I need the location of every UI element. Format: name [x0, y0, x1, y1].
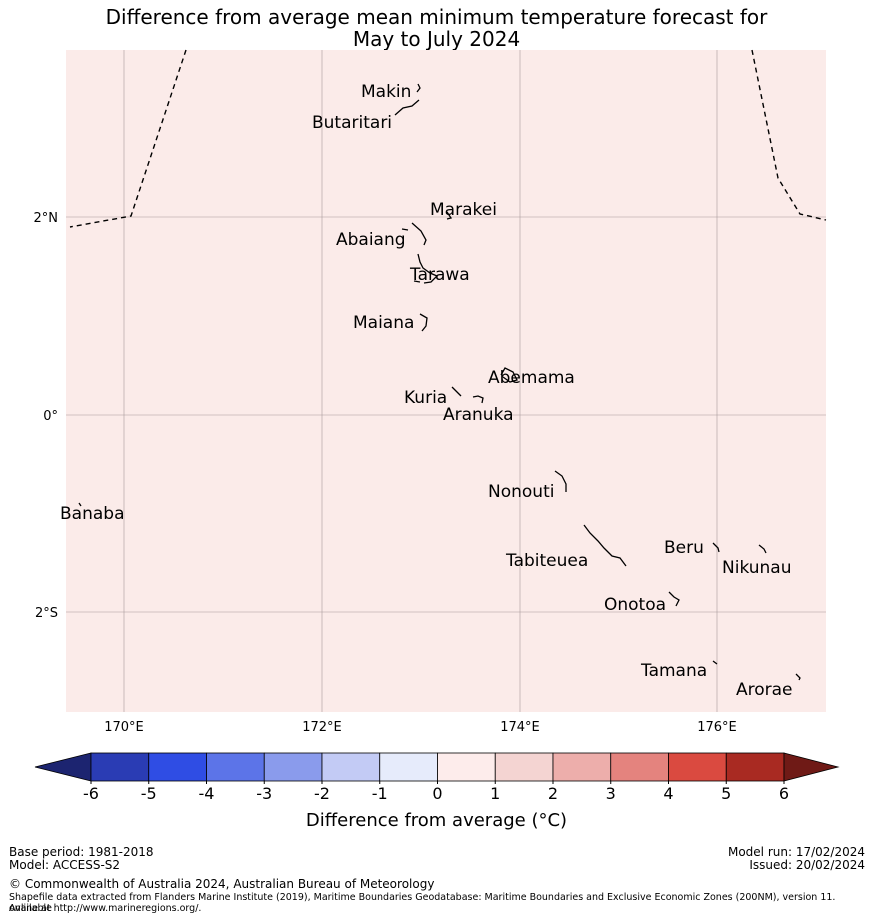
colorbar-tick-label: -4	[199, 784, 215, 803]
lon-tick-174e: 174°E	[500, 720, 540, 735]
label-tabiteuea: Tabiteuea	[505, 551, 588, 571]
lat-tick-0: 0°	[43, 409, 58, 424]
label-tamana: Tamana	[640, 661, 707, 681]
coast-tarawa	[417, 253, 439, 284]
label-abemama: Abemama	[488, 368, 575, 388]
coast-abaiang-west	[401, 228, 409, 231]
colorbar-ticks: -6 -5 -4 -3 -2 -1 0 1 2 3 4 5 6	[83, 781, 789, 803]
coast-marakei	[446, 211, 453, 220]
colorbar-tick-label: 2	[548, 784, 558, 803]
colorbar-segment	[90, 752, 150, 782]
colorbar-segment	[206, 752, 265, 782]
map-title-line2: May to July 2024	[352, 27, 521, 51]
colorbar-tick-label: -6	[83, 784, 99, 803]
coast-beru	[712, 542, 720, 553]
label-abaiang: Abaiang	[336, 230, 406, 250]
lat-tick-2s: 2°S	[35, 606, 58, 621]
label-butaritari: Butaritari	[312, 113, 392, 133]
colorbar	[34, 752, 840, 782]
eez-boundaries	[69, 49, 827, 228]
colorbar-tick-label: 4	[663, 784, 673, 803]
label-maiana: Maiana	[353, 313, 414, 333]
label-aranuka: Aranuka	[443, 405, 514, 425]
coast-maiana	[419, 313, 428, 332]
coast-abemama	[500, 367, 518, 383]
colorbar-segment	[668, 752, 727, 782]
base-period: Base period: 1981-2018	[9, 845, 154, 859]
coast-arorae	[795, 673, 801, 681]
label-beru: Beru	[664, 538, 704, 558]
colorbar-segment	[437, 752, 496, 782]
label-tarawa: Tarawa	[409, 265, 470, 285]
colorbar-tick-label: 0	[432, 784, 442, 803]
label-nonouti: Nonouti	[488, 482, 554, 502]
colorbar-extend-low	[34, 752, 92, 782]
colorbar-tick-label: 6	[779, 784, 789, 803]
lon-tick-172e: 172°E	[302, 720, 342, 735]
map-title-line1: Difference from average mean minimum tem…	[105, 5, 768, 29]
coast-tabiteuea	[583, 524, 627, 567]
colorbar-segment	[725, 752, 785, 782]
label-banaba: Banaba	[60, 504, 124, 524]
colorbar-segment	[148, 752, 207, 782]
lon-tick-176e: 176°E	[697, 720, 737, 735]
label-makin: Makin	[361, 82, 411, 102]
shapefile-credit-line2: online at http://www.marineregions.org/.	[9, 903, 202, 914]
island-labels: Makin Butaritari Marakei Abaiang Tarawa …	[60, 82, 793, 700]
label-nikunau: Nikunau	[722, 558, 792, 578]
colorbar-segment	[379, 752, 438, 782]
island-coastlines	[78, 83, 801, 681]
coast-nonouti	[554, 470, 567, 492]
coast-makin	[416, 83, 421, 93]
lon-tick-170e: 170°E	[104, 720, 144, 735]
coast-kuria	[451, 386, 462, 397]
colorbar-tick-label: -5	[141, 784, 157, 803]
colorbar-tick-label: -3	[256, 784, 272, 803]
model-run: Model run: 17/02/2024	[727, 845, 865, 859]
axis-ticks: 170°E 172°E 174°E 176°E 2°N 0° 2°S	[34, 211, 737, 735]
label-arorae: Arorae	[736, 680, 793, 700]
coast-tamana	[712, 660, 718, 665]
colorbar-segment	[263, 752, 323, 782]
colorbar-label: Difference from average (°C)	[305, 810, 568, 831]
copyright: © Commonwealth of Australia 2024, Austra…	[9, 877, 435, 891]
gridlines	[66, 50, 826, 712]
coast-nikunau	[758, 544, 767, 554]
coast-aranuka	[472, 395, 484, 404]
coast-banaba	[78, 502, 82, 507]
colorbar-tick-label: -2	[314, 784, 330, 803]
label-marakei: Marakei	[430, 200, 497, 220]
colorbar-extend-high	[783, 752, 840, 782]
eez-boundary-east	[751, 49, 827, 221]
colorbar-segment	[610, 752, 669, 782]
coast-onotoa	[668, 591, 680, 607]
issued-date: Issued: 20/02/2024	[749, 858, 865, 872]
shapefile-credit-line1: Shapefile data extracted from Flanders M…	[9, 892, 836, 914]
colorbar-segment	[321, 752, 381, 782]
label-kuria: Kuria	[404, 388, 447, 408]
colorbar-tick-label: 3	[606, 784, 616, 803]
coast-abaiang	[411, 222, 427, 246]
colorbar-tick-label: 1	[490, 784, 500, 803]
label-onotoa: Onotoa	[604, 595, 666, 615]
coast-tarawa-south	[413, 280, 421, 283]
colorbar-tick-label: -1	[372, 784, 388, 803]
model-name: Model: ACCESS-S2	[9, 858, 121, 872]
map-panel	[66, 50, 826, 712]
colorbar-segment	[494, 752, 554, 782]
eez-boundary-west	[69, 49, 187, 228]
colorbar-tick-label: 5	[721, 784, 731, 803]
lat-tick-2n: 2°N	[34, 211, 59, 226]
colorbar-segment	[552, 752, 612, 782]
coast-butaritari	[394, 99, 420, 116]
